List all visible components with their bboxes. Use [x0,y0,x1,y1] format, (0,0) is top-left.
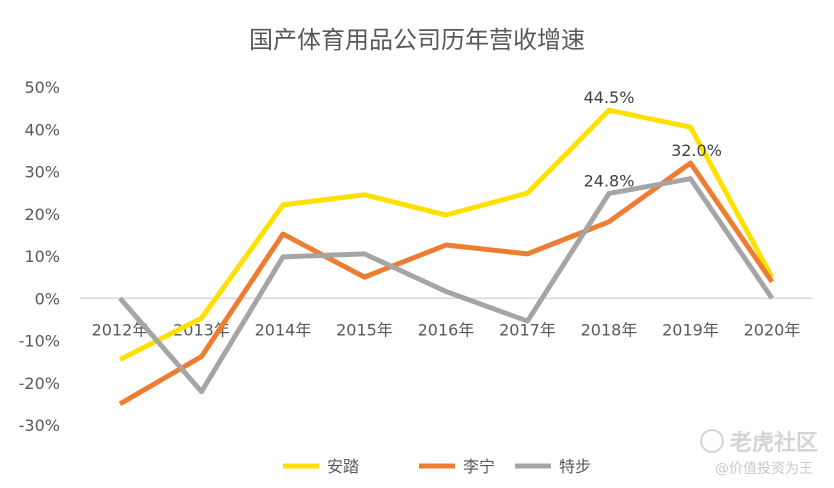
x-tick-label: 2014年 [255,320,312,339]
x-tick-label: 2012年 [92,320,149,339]
watermark-logo: 老虎社区 [700,425,818,457]
legend-item: 特步 [515,457,591,476]
y-tick-label: -30% [19,416,60,435]
x-axis: 2012年 2013年 2014年 2015年 2016年 2017年 2018年 2019年… [92,320,801,339]
data-label: 44.5% [584,88,635,107]
y-tick-label: -10% [19,332,60,351]
y-tick-label: 20% [24,205,60,224]
data-label: 24.8% [584,171,635,190]
x-tick-label: 2019年 [662,320,719,339]
watermark-logo-text: 老虎社区 [730,431,819,456]
series-line-2 [118,176,775,395]
series-line-0 [118,107,775,362]
watermark-author: @价值投资为王 [715,461,813,477]
series-lines [118,107,775,407]
legend: 安踏 李宁 特步 [283,457,591,476]
legend-item: 安踏 [283,457,359,476]
legend-label: 李宁 [463,457,495,476]
x-tick-label: 2017年 [499,320,556,339]
legend-label: 安踏 [327,457,359,476]
legend-label: 特步 [559,457,591,476]
legend-item: 李宁 [419,457,495,476]
watermark-logo-icon [700,429,724,453]
y-tick-label: 0% [35,289,60,308]
y-tick-label: 50% [24,78,60,97]
y-tick-label: -20% [19,374,60,393]
y-tick-label: 10% [24,247,60,266]
y-axis: 50% 40% 30% 20% 10% 0% -10% -20% -30% [19,78,60,435]
chart-title: 国产体育用品公司历年营收增速 [249,26,585,54]
y-tick-label: 30% [24,163,60,182]
data-labels: 44.5% 32.0% 24.8% [584,88,722,190]
x-tick-label: 2018年 [581,320,638,339]
x-tick-label: 2020年 [744,320,801,339]
data-label: 32.0% [671,141,722,160]
x-tick-label: 2015年 [336,320,393,339]
y-tick-label: 40% [24,120,60,139]
x-tick-label: 2016年 [418,320,475,339]
